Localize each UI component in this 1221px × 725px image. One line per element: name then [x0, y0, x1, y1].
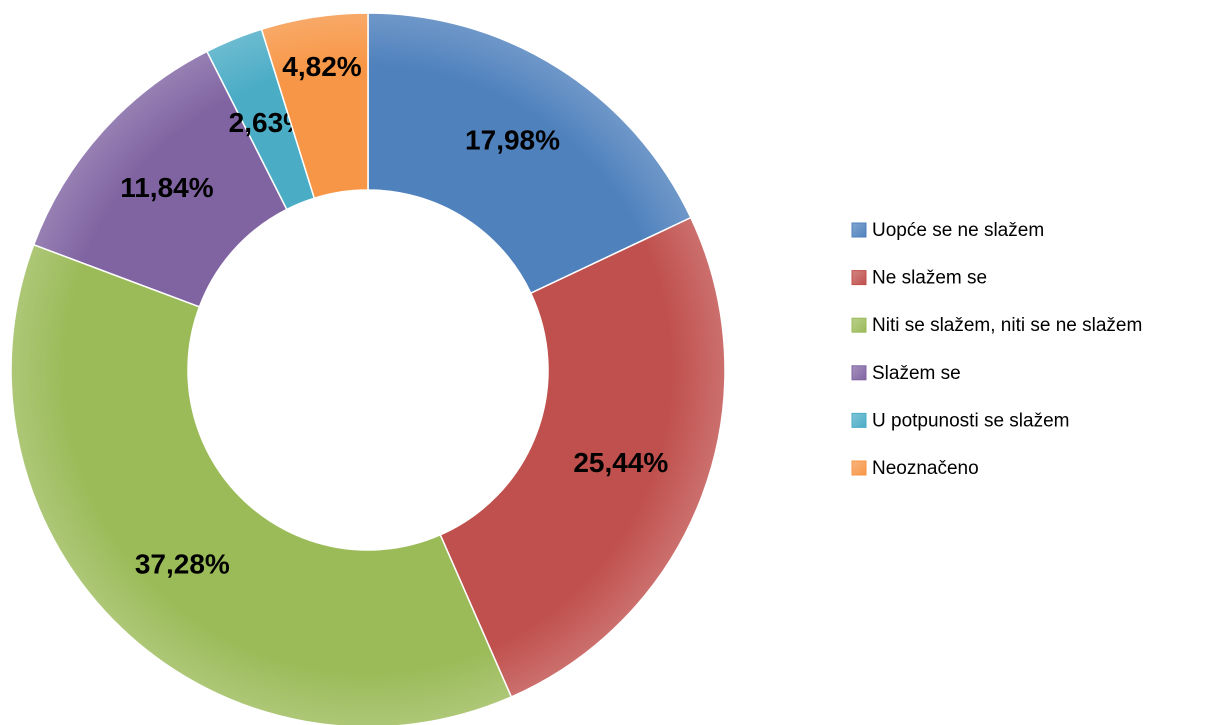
legend-swatch — [851, 270, 867, 286]
legend-swatch — [851, 317, 867, 333]
legend-label: Niti se slažem, niti se ne slažem — [872, 315, 1142, 336]
legend-label: U potpunosti se slažem — [872, 410, 1070, 431]
donut-segment — [439, 216, 726, 698]
donut-segment — [10, 243, 513, 725]
donut-segment — [367, 12, 692, 295]
donut-segment — [32, 50, 288, 308]
legend-swatch — [851, 412, 867, 428]
value-label: 37,28% — [135, 548, 230, 579]
legend-label: Uopće se ne slažem — [872, 220, 1044, 241]
legend-swatch — [851, 222, 867, 238]
legend-label: Neoznačeno — [872, 458, 979, 479]
value-label: 17,98% — [465, 124, 560, 155]
legend-swatch — [851, 460, 867, 476]
value-label: 25,44% — [573, 447, 668, 478]
donut-segment — [260, 12, 369, 200]
legend-label: Ne slažem se — [872, 268, 987, 289]
value-label: 11,84% — [120, 172, 214, 203]
value-label: 4,82% — [282, 51, 361, 82]
legend-label: Slažem se — [872, 363, 961, 384]
legend-swatch — [851, 365, 867, 381]
